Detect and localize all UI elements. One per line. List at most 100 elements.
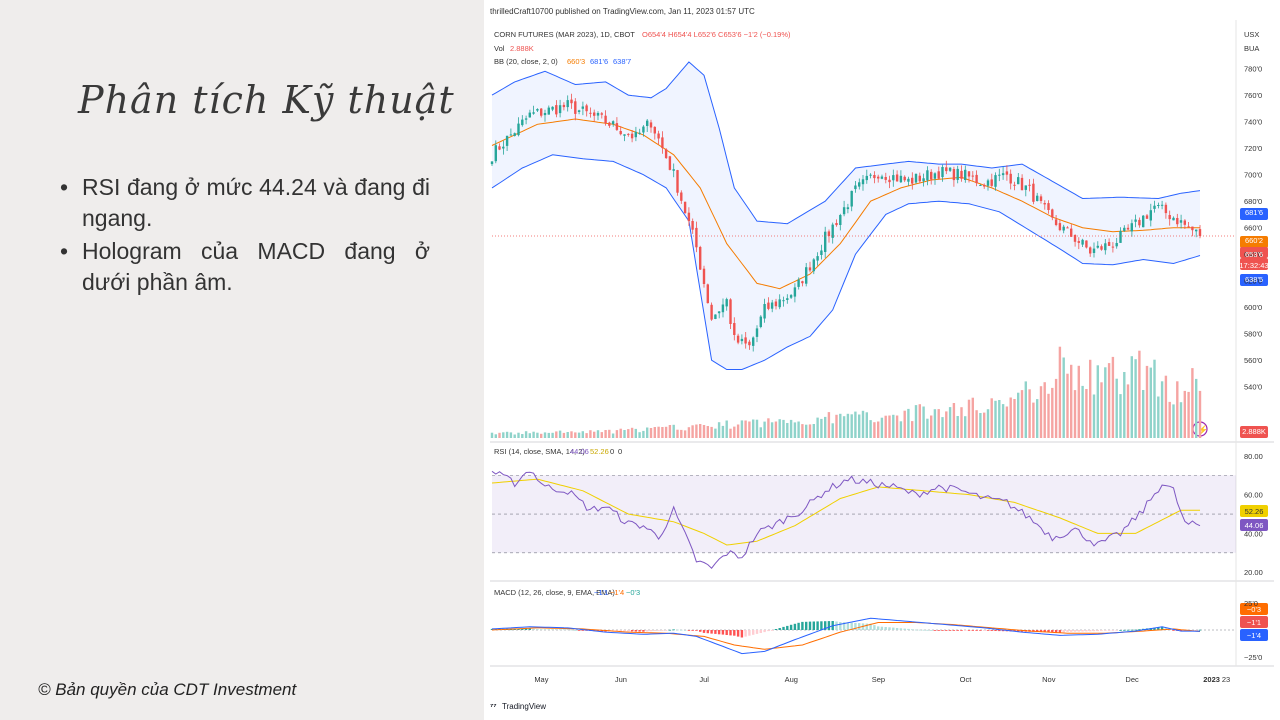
volume-bar bbox=[952, 403, 956, 438]
macd-histogram-bar bbox=[729, 630, 732, 636]
volume-bar bbox=[593, 431, 596, 438]
lightning-glyph: ⚡ bbox=[1197, 424, 1208, 436]
candle-body bbox=[865, 175, 868, 181]
badge-volume: 2.888K bbox=[1242, 427, 1266, 436]
candle-body bbox=[736, 335, 740, 343]
candle-body bbox=[770, 302, 774, 309]
time-tick-label: Jul bbox=[699, 675, 709, 684]
candle-body bbox=[1183, 220, 1186, 225]
volume-bar bbox=[941, 417, 944, 438]
volume-bar bbox=[755, 419, 759, 438]
macd-histogram-bar bbox=[627, 630, 630, 632]
candle-body bbox=[680, 192, 683, 201]
volume-bar bbox=[911, 421, 914, 438]
macd-histogram-bar bbox=[570, 629, 573, 631]
volume-bar bbox=[717, 422, 721, 438]
candle-body bbox=[1134, 219, 1137, 222]
candle-body bbox=[1153, 205, 1156, 209]
tradingview-chart[interactable]: thrilledCraft10700 published on TradingV… bbox=[484, 0, 1280, 720]
macd-histogram-bar bbox=[979, 630, 982, 631]
macd-histogram-bar bbox=[812, 621, 815, 630]
chart-canvas[interactable]: thrilledCraft10700 published on TradingV… bbox=[484, 0, 1280, 720]
macd-histogram-bar bbox=[820, 621, 823, 630]
candle-body bbox=[490, 161, 494, 165]
macd-histogram-bar bbox=[824, 621, 827, 630]
macd-histogram-bar bbox=[543, 629, 547, 630]
volume-bar bbox=[490, 432, 494, 438]
price-tick-label: 760'0 bbox=[1244, 91, 1262, 100]
candle-body bbox=[714, 314, 717, 319]
volume-bar bbox=[820, 418, 823, 438]
volume-bar bbox=[1058, 346, 1062, 438]
macd-histogram-bar bbox=[933, 630, 937, 631]
candle-body bbox=[687, 212, 691, 222]
candle-body bbox=[623, 134, 626, 136]
macd-histogram-bar bbox=[536, 629, 539, 630]
volume-bar bbox=[907, 408, 910, 438]
volume-bar bbox=[638, 432, 641, 438]
candle-body bbox=[589, 112, 592, 114]
macd-histogram-bar bbox=[596, 630, 600, 632]
macd-histogram-bar bbox=[1058, 630, 1062, 633]
volume-bar bbox=[551, 432, 554, 438]
macd-histogram-bar bbox=[918, 629, 921, 631]
volume-bar bbox=[687, 427, 691, 438]
macd-histogram-bar bbox=[668, 629, 672, 631]
volume-bar bbox=[646, 427, 649, 438]
volume-bar bbox=[736, 424, 740, 438]
badge-last-price: 653'6 bbox=[1245, 250, 1263, 259]
volume-bar bbox=[971, 397, 974, 438]
volume-bar bbox=[744, 420, 747, 438]
macd-histogram-bar bbox=[930, 630, 933, 631]
candle-body bbox=[513, 133, 516, 136]
volume-bar bbox=[816, 417, 819, 438]
macd-histogram-bar bbox=[835, 621, 838, 630]
candle-body bbox=[964, 169, 967, 180]
candle-body bbox=[755, 328, 759, 337]
bb-label: BB (20, close, 2, 0) bbox=[494, 57, 558, 66]
macd-histogram-bar bbox=[793, 623, 797, 630]
macd-histogram-bar bbox=[664, 630, 668, 631]
macd-histogram-bar bbox=[767, 630, 770, 632]
candle-body bbox=[581, 106, 584, 109]
volume-bar bbox=[767, 418, 770, 438]
slide-text-area: Phân tích Kỹ thuật RSI đang ở mức 44.24 … bbox=[0, 0, 484, 720]
macd-histogram-bar bbox=[699, 630, 702, 632]
macd-histogram-bar bbox=[524, 628, 528, 630]
candle-body bbox=[782, 300, 785, 302]
volume-bar bbox=[528, 433, 531, 438]
candle-body bbox=[1039, 196, 1043, 201]
volume-bar bbox=[1070, 364, 1073, 438]
candle-body bbox=[699, 247, 702, 270]
volume-bar bbox=[634, 428, 637, 438]
volume-bar bbox=[1134, 359, 1137, 438]
macd-histogram-bar bbox=[755, 630, 759, 634]
candle-body bbox=[911, 177, 914, 184]
macd-histogram-bar bbox=[964, 630, 967, 631]
candle-body bbox=[505, 135, 509, 146]
volume-bar bbox=[1104, 367, 1107, 438]
candle-body bbox=[899, 175, 903, 183]
macd-histogram-bar bbox=[1195, 630, 1198, 631]
macd-histogram-bar bbox=[581, 630, 584, 631]
macd-histogram-bar bbox=[816, 621, 819, 630]
macd-histogram-bar bbox=[691, 630, 694, 631]
candle-body bbox=[1104, 243, 1107, 251]
volume-bar bbox=[782, 419, 785, 438]
macd-histogram-bar bbox=[827, 621, 831, 630]
macd-histogram-bar bbox=[880, 626, 884, 630]
macd-histogram-bar bbox=[1130, 629, 1133, 631]
candle-body bbox=[1164, 204, 1168, 214]
macd-histogram-bar bbox=[714, 630, 717, 634]
macd-histogram-bar bbox=[1077, 630, 1080, 632]
macd-histogram-bar bbox=[865, 623, 868, 630]
candle-body bbox=[1051, 209, 1054, 218]
volume-bar bbox=[615, 430, 619, 438]
volume-bar bbox=[748, 421, 751, 438]
candle-body bbox=[498, 146, 501, 150]
volume-bar bbox=[839, 413, 842, 438]
candle-body bbox=[1145, 215, 1149, 219]
macd-histogram-bar bbox=[683, 630, 687, 631]
candle-body bbox=[615, 123, 619, 130]
candle-body bbox=[869, 174, 872, 176]
